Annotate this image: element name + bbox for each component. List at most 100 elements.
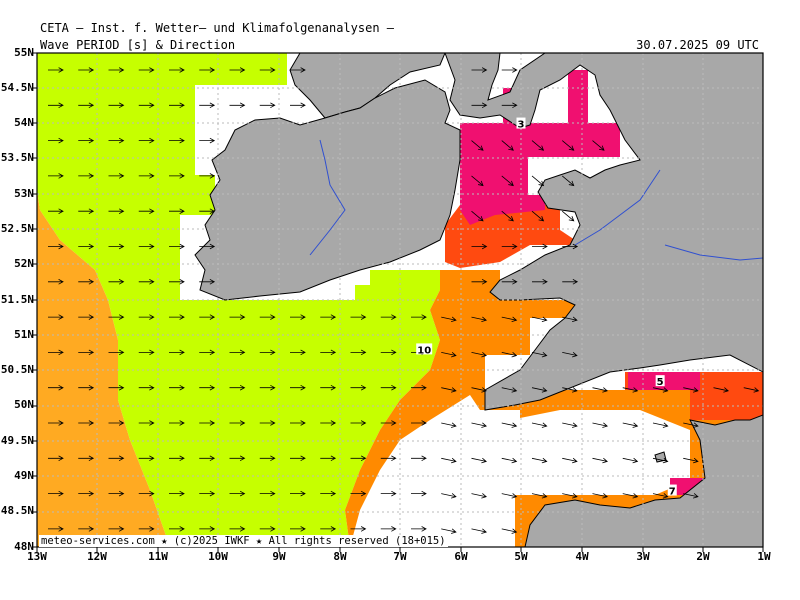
lat-label: 50.5N bbox=[0, 363, 34, 376]
direction-arrow bbox=[350, 490, 367, 497]
contour-label-bg bbox=[516, 117, 526, 129]
direction-arrow bbox=[229, 490, 246, 497]
direction-arrow bbox=[471, 140, 484, 151]
lat-label: 52.5N bbox=[0, 222, 34, 235]
direction-arrow bbox=[501, 493, 518, 499]
direction-arrow bbox=[169, 490, 185, 497]
lon-label: 4W bbox=[575, 550, 589, 563]
contour-label: 10 bbox=[417, 345, 431, 356]
direction-arrow bbox=[743, 387, 760, 393]
direction-arrow bbox=[501, 210, 514, 222]
direction-arrow bbox=[592, 422, 608, 428]
direction-arrow bbox=[169, 420, 185, 426]
direction-arrow bbox=[562, 387, 578, 393]
direction-arrow bbox=[138, 137, 155, 144]
direction-arrow bbox=[78, 455, 95, 462]
direction-arrow bbox=[622, 493, 639, 499]
contour-label-bg bbox=[416, 343, 433, 355]
lat-label: 48.5N bbox=[0, 504, 34, 517]
direction-arrow bbox=[108, 420, 125, 426]
direction-arrow bbox=[592, 457, 608, 464]
direction-arrow bbox=[78, 490, 95, 497]
direction-arrow bbox=[561, 175, 575, 187]
direction-arrow bbox=[138, 102, 155, 109]
direction-arrow bbox=[532, 243, 548, 250]
direction-arrow bbox=[441, 493, 457, 499]
lon-label: 7W bbox=[393, 550, 407, 563]
direction-arrow bbox=[138, 384, 155, 391]
direction-arrow bbox=[138, 490, 155, 497]
direction-arrow bbox=[78, 526, 95, 532]
direction-arrow bbox=[199, 173, 216, 179]
direction-arrow bbox=[380, 314, 397, 320]
direction-arrow bbox=[169, 102, 185, 109]
direction-arrow bbox=[78, 243, 95, 250]
tick-marks bbox=[32, 52, 764, 552]
direction-arrow bbox=[290, 384, 306, 391]
lon-label: 8W bbox=[333, 550, 347, 563]
direction-arrow bbox=[259, 314, 276, 320]
land-ireland bbox=[194, 79, 461, 301]
credit-footer: meteo-services.com ★ (c)2025 IWKF ★ All … bbox=[39, 535, 448, 547]
direction-arrow bbox=[380, 420, 397, 426]
direction-arrow bbox=[290, 455, 306, 462]
direction-arrow bbox=[169, 208, 185, 214]
direction-arrow bbox=[48, 173, 64, 179]
direction-arrow bbox=[411, 384, 427, 391]
direction-arrow bbox=[561, 140, 575, 151]
direction-arrow bbox=[199, 102, 216, 109]
direction-arrow bbox=[290, 314, 306, 320]
direction-arrow bbox=[199, 67, 216, 73]
graticule bbox=[37, 53, 763, 547]
direction-arrow bbox=[471, 351, 487, 358]
contour-label-bg bbox=[655, 375, 665, 387]
direction-arrow bbox=[290, 526, 306, 532]
direction-arrow bbox=[108, 384, 125, 391]
direction-arrow bbox=[48, 384, 64, 391]
direction-arrow bbox=[138, 208, 155, 214]
direction-arrow bbox=[199, 526, 216, 532]
direction-arrow bbox=[592, 493, 608, 499]
direction-arrow bbox=[350, 455, 367, 462]
direction-arrow bbox=[78, 384, 95, 391]
lat-label: 51N bbox=[14, 328, 34, 341]
direction-arrow bbox=[471, 316, 487, 323]
lon-label: 12W bbox=[87, 550, 107, 563]
direction-arrow bbox=[320, 384, 337, 391]
direction-arrow bbox=[229, 526, 246, 532]
contour-label-bg bbox=[667, 484, 677, 496]
lat-label: 49N bbox=[14, 469, 34, 482]
direction-arrow bbox=[229, 420, 246, 426]
direction-arrow bbox=[48, 137, 64, 144]
direction-arrow bbox=[652, 422, 669, 428]
lat-label: 50N bbox=[14, 398, 34, 411]
direction-arrow bbox=[169, 243, 185, 250]
direction-arrow bbox=[471, 528, 487, 534]
direction-arrow bbox=[259, 420, 276, 426]
direction-arrow bbox=[380, 455, 397, 462]
valid-time: 30.07.2025 09 UTC bbox=[636, 38, 759, 52]
direction-arrow bbox=[108, 349, 125, 356]
direction-arrow bbox=[532, 279, 548, 285]
direction-arrow bbox=[531, 493, 548, 499]
direction-arrow bbox=[259, 349, 276, 356]
direction-arrow bbox=[531, 140, 545, 151]
direction-arrow bbox=[501, 243, 518, 250]
direction-arrow bbox=[138, 455, 155, 462]
direction-arrow bbox=[652, 457, 669, 464]
direction-arrow bbox=[531, 422, 548, 428]
direction-arrows bbox=[48, 67, 760, 534]
direction-arrow bbox=[199, 349, 216, 356]
direction-arrow bbox=[411, 455, 427, 462]
direction-arrow bbox=[501, 457, 518, 464]
direction-arrow bbox=[561, 210, 575, 222]
direction-arrow bbox=[562, 316, 578, 323]
wave-field-orange bbox=[345, 270, 763, 547]
direction-arrow bbox=[48, 349, 64, 356]
direction-arrow bbox=[199, 384, 216, 391]
direction-arrow bbox=[501, 102, 518, 109]
direction-arrow bbox=[531, 387, 548, 393]
direction-arrow bbox=[320, 526, 337, 532]
lat-label: 53.5N bbox=[0, 151, 34, 164]
